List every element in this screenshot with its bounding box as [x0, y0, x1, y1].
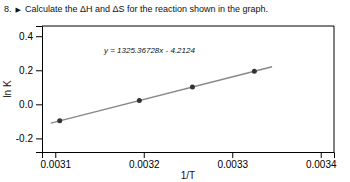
tick-label: 0.4: [19, 31, 33, 42]
fit-line: [51, 67, 272, 123]
tick-label: 0.0: [19, 99, 33, 110]
x-axis-label: 1/T: [181, 170, 195, 181]
tick: 0.4: [19, 31, 42, 42]
y-axis: -0.2 0.0 0.2 0.4: [16, 27, 43, 153]
header: 8. ▶Calculate the ΔH and ΔS for the react…: [4, 4, 268, 14]
tick: 0.0032: [129, 152, 160, 170]
data-point: [190, 85, 195, 90]
tick-mark: [144, 152, 145, 158]
equation: y = 1325.36728x - 4.2124: [103, 46, 196, 55]
data-point: [252, 69, 257, 74]
plot: 0.0031 0.0032 0.0033 0.0034 -0.2 0.0 0.2 0.4 y =…: [16, 26, 337, 170]
tick-label: -0.2: [16, 133, 34, 144]
tick-mark: [36, 36, 42, 37]
data-point: [137, 98, 142, 103]
tick: -0.2: [16, 133, 42, 144]
frame: [334, 26, 335, 152]
tick-mark: [232, 152, 233, 158]
frame: [42, 26, 334, 27]
tick-label: 0.0034: [306, 159, 337, 170]
tick: 0.0034: [306, 152, 337, 170]
question-number: 8.: [4, 4, 12, 14]
tick-label: 0.2: [19, 65, 33, 76]
tick-label: 0.0033: [217, 159, 248, 170]
arrow: ▶: [16, 6, 22, 13]
tick-mark: [55, 152, 56, 158]
tick-mark: [36, 138, 42, 139]
tick: 0.0033: [217, 152, 248, 170]
tick-mark: [36, 104, 42, 105]
chart: 8. ▶Calculate the ΔH and ΔS for the react…: [0, 0, 350, 182]
tick-label: 0.0032: [129, 159, 160, 170]
tick: 0.0: [19, 99, 42, 110]
title: Calculate the ΔH and ΔS for the reaction…: [25, 4, 268, 14]
tick-label: 0.0031: [40, 159, 71, 170]
axis-line: [36, 27, 43, 153]
tick: 0.0031: [40, 152, 71, 170]
data-point: [57, 118, 62, 123]
tick-mark: [321, 152, 322, 158]
axis-line: [43, 153, 335, 159]
marks: [51, 67, 272, 124]
tick: 0.2: [19, 65, 42, 76]
y-axis-label: ln K: [2, 80, 13, 98]
tick-mark: [36, 70, 42, 71]
x-axis: 0.0031 0.0032 0.0033 0.0034: [40, 152, 336, 170]
